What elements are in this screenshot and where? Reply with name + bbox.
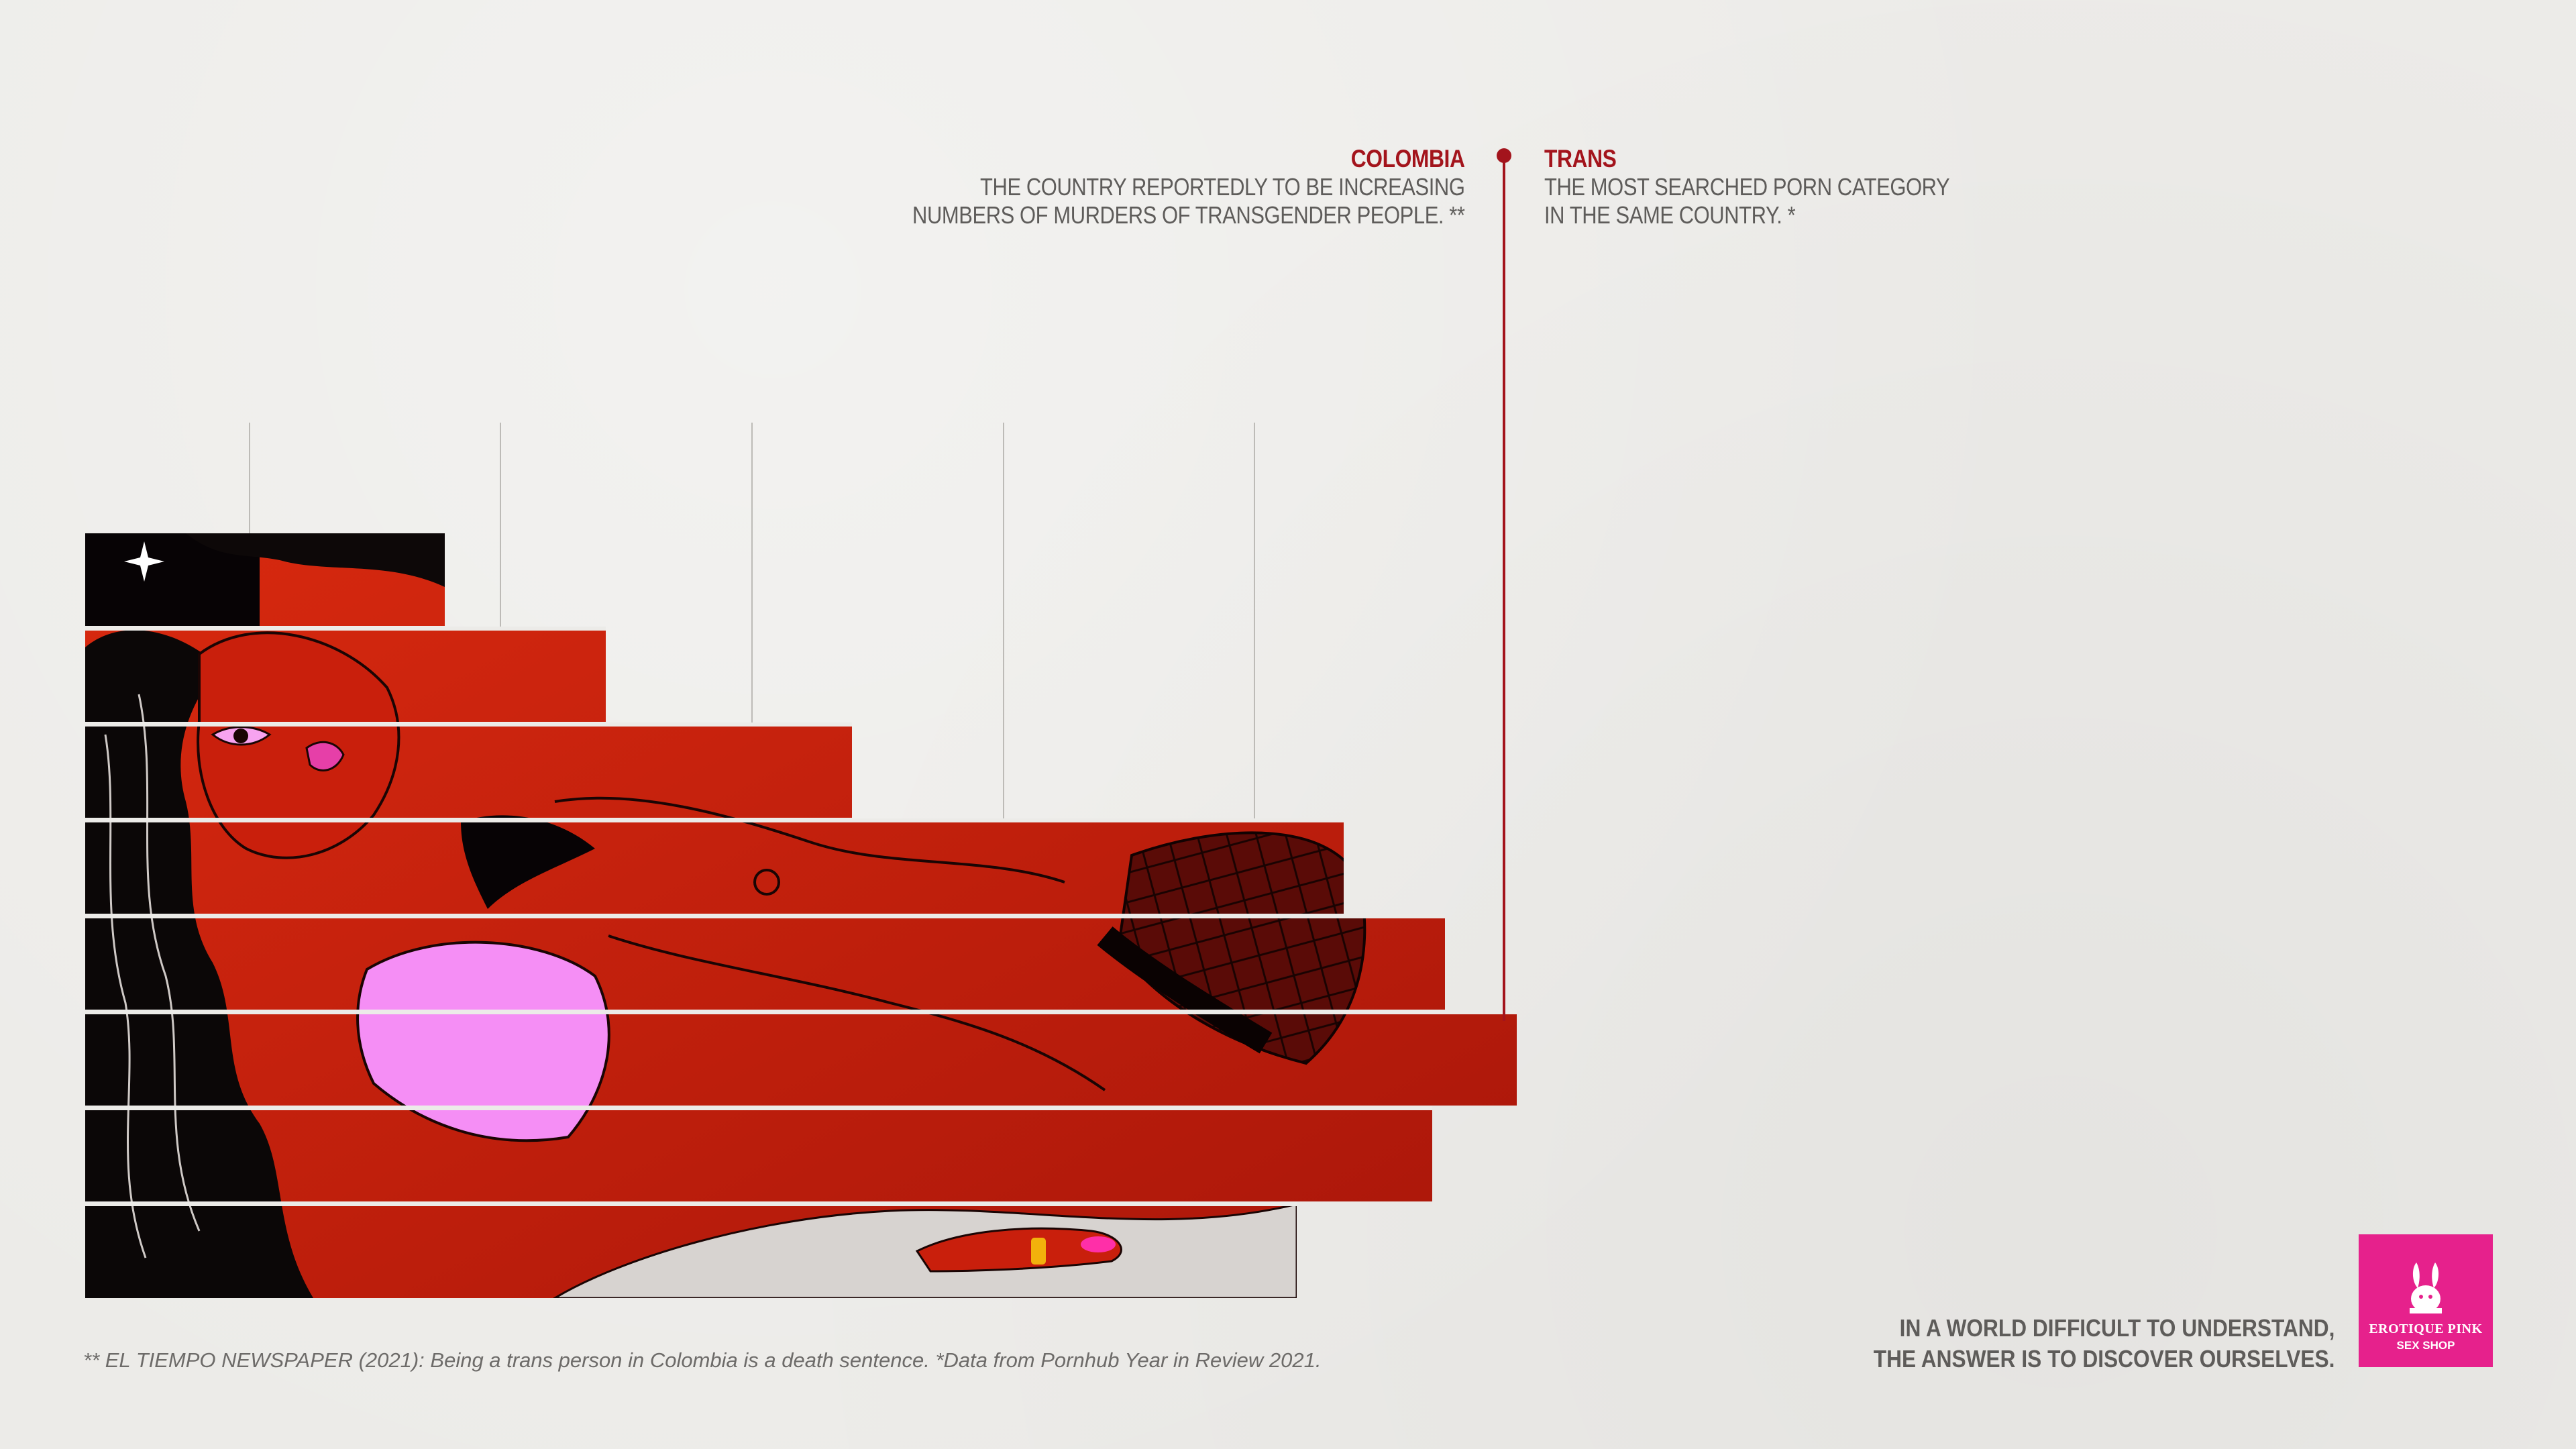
callout-trans: TRANS THE MOST SEARCHED PORN CATEGORY IN… [1544, 145, 1950, 229]
gridline [751, 423, 753, 729]
callout-colombia: COLOMBIA THE COUNTRY REPORTEDLY TO BE IN… [912, 145, 1465, 229]
brand-subtitle: SEX SHOP [2396, 1339, 2455, 1352]
callout-trans-line1: THE MOST SEARCHED PORN CATEGORY [1544, 173, 1950, 201]
gridline [249, 423, 250, 537]
gridline [1003, 423, 1004, 825]
bar-divider [85, 1106, 1432, 1110]
callout-colombia-line2: NUMBERS OF MURDERS OF TRANSGENDER PEOPLE… [912, 201, 1465, 229]
callout-trans-heading: TRANS [1544, 145, 1617, 172]
marker-line [1503, 156, 1505, 1021]
brand-logo: EROTIQUE PINK SEX SHOP [2359, 1234, 2493, 1367]
marker-dot [1497, 148, 1511, 163]
bar-divider [85, 914, 1445, 918]
callout-trans-line2: IN THE SAME COUNTRY. * [1544, 201, 1796, 229]
brand-name: EROTIQUE PINK [2369, 1322, 2483, 1336]
gridline [500, 423, 501, 633]
tagline-line2: THE ANSWER IS TO DISCOVER OURSELVES. [1873, 1345, 2334, 1373]
tagline-line1: IN A WORLD DIFFICULT TO UNDERSTAND, [1899, 1314, 2334, 1342]
rabbit-icon [2410, 1263, 2442, 1313]
bar-divider [85, 722, 852, 727]
bar-divider [85, 627, 606, 631]
callout-colombia-heading: COLOMBIA [1350, 145, 1464, 172]
bar-divider [85, 1010, 1517, 1014]
bar-divider [85, 818, 1344, 822]
footnote: ** EL TIEMPO NEWSPAPER (2021): Being a t… [83, 1348, 1322, 1372]
bar-divider [85, 1202, 1297, 1206]
callout-colombia-line1: THE COUNTRY REPORTEDLY TO BE INCREASING [979, 173, 1465, 201]
tagline: IN A WORLD DIFFICULT TO UNDERSTAND, THE … [1873, 1313, 2334, 1375]
gridline [1254, 423, 1255, 825]
